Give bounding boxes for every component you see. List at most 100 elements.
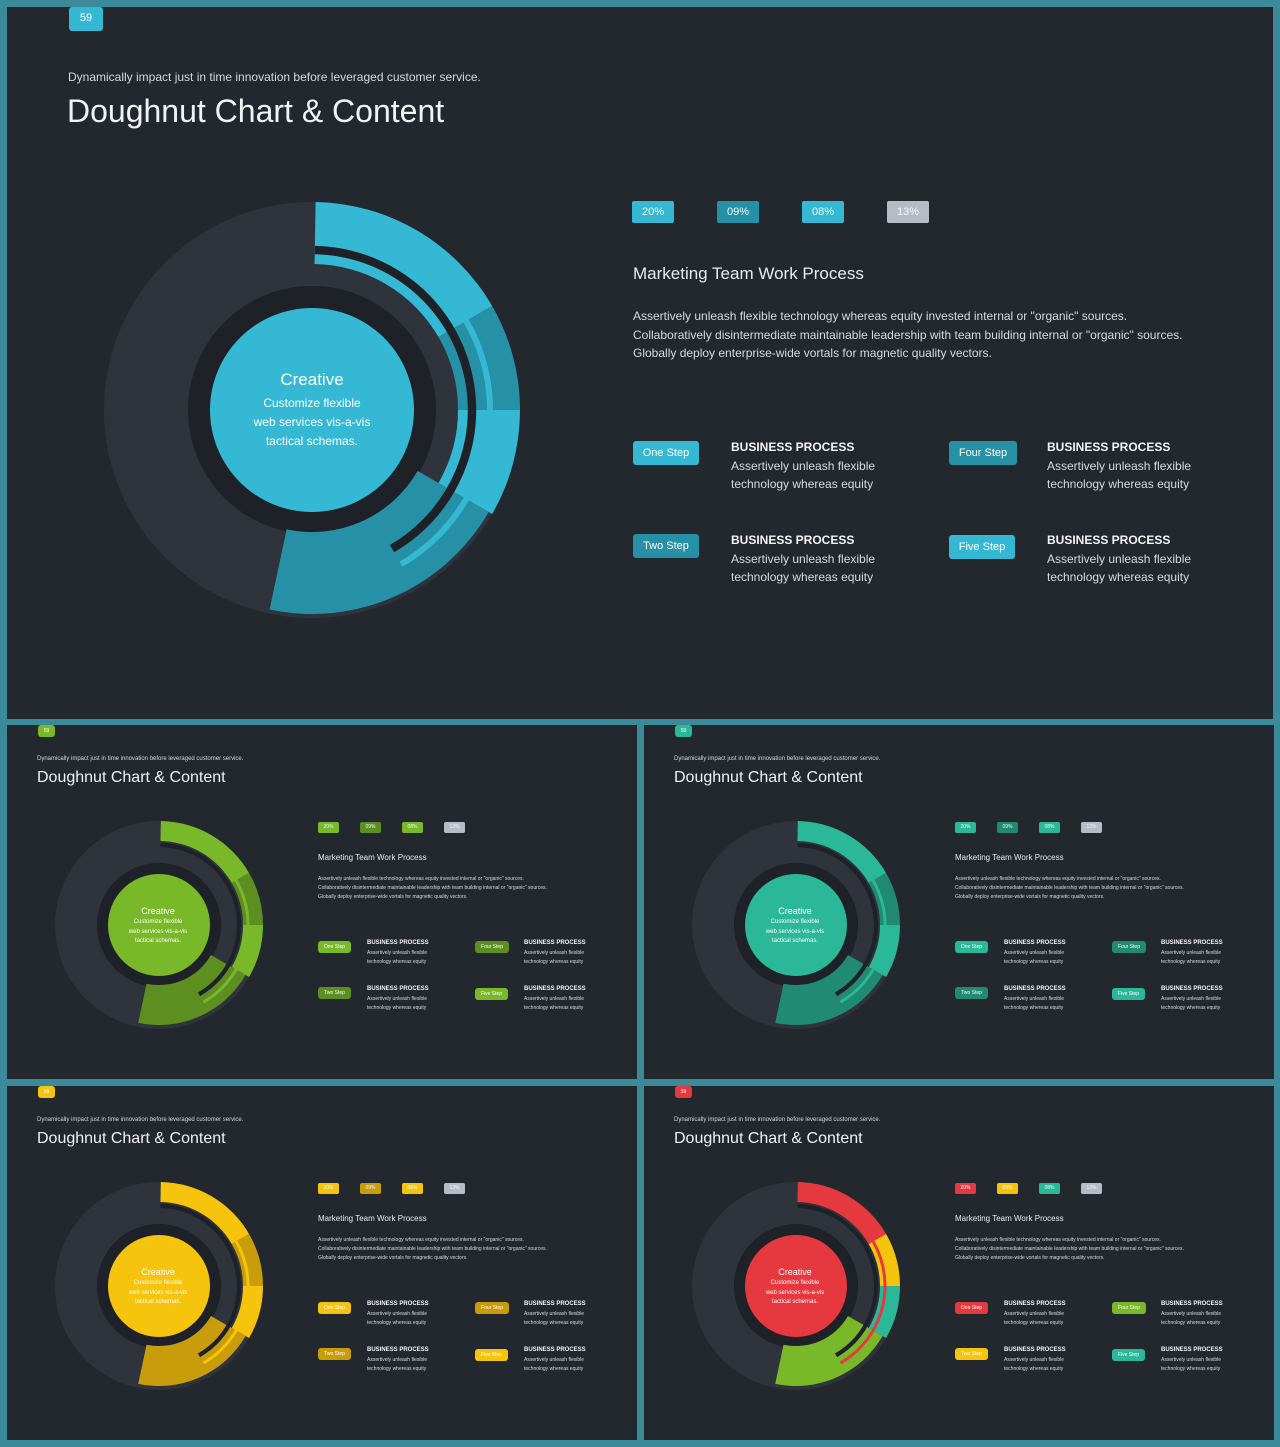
step-title-five: BUSINESS PROCESS [524, 986, 586, 992]
paragraph-line-3: Globally deploy enterprise-wide vortals … [955, 1255, 1105, 1261]
doughnut-center-circle [108, 874, 210, 976]
center-line-2: web services vis-a-vis [128, 929, 188, 935]
step-title-one: BUSINESS PROCESS [731, 440, 855, 454]
center-line-2: web services vis-a-vis [765, 929, 825, 935]
step-desc-one-2: technology whereas equity [367, 959, 427, 965]
paragraph-line-2: Collaboratively disintermediate maintain… [955, 1246, 1184, 1252]
step-desc-one-2: technology whereas equity [367, 1320, 427, 1326]
center-title: Creative [141, 1267, 175, 1277]
doughnut-slice-4 [138, 955, 246, 1025]
step-button-one[interactable]: One Step [955, 941, 988, 953]
center-line-3: tactical schemas. [771, 1299, 819, 1305]
step-desc-five-1: Assertively unleash flexible [1161, 996, 1222, 1002]
slide-title: Doughnut Chart & Content [37, 769, 226, 786]
step-button-four[interactable]: Four Step [475, 941, 509, 953]
percent-badge-1: 20% [318, 1183, 339, 1194]
percent-badge-4: 13% [887, 201, 929, 223]
step-title-four: BUSINESS PROCESS [1161, 1301, 1223, 1307]
step-desc-five-1: Assertively unleash flexible [1161, 1357, 1222, 1363]
doughnut-accent-arc [800, 1195, 887, 1365]
step-button-four[interactable]: Four Step [475, 1302, 509, 1314]
step-button-five[interactable]: Five Step [949, 535, 1015, 559]
doughnut-center-circle [210, 308, 414, 512]
center-line-1: Customize flexible [770, 1280, 820, 1286]
section-heading: Marketing Team Work Process [318, 1214, 427, 1223]
step-desc-four-1: Assertively unleash flexible [524, 950, 585, 956]
thumbnail-slide-red[interactable]: 59 Dynamically impact just in time innov… [644, 1086, 1274, 1440]
step-title-four: BUSINESS PROCESS [1047, 440, 1171, 454]
percent-badge-2: 09% [717, 201, 759, 223]
step-desc-five-2: technology whereas equity [1047, 570, 1190, 584]
step-desc-two-2: technology whereas equity [367, 1366, 427, 1372]
step-button-five[interactable]: Five Step [1112, 1349, 1145, 1361]
section-heading: Marketing Team Work Process [955, 853, 1064, 862]
slide-subtitle: Dynamically impact just in time innovati… [674, 1117, 881, 1123]
step-button-one[interactable]: One Step [318, 1302, 351, 1314]
center-line-1: Customize flexible [133, 1280, 183, 1286]
doughnut-slice-4 [138, 1316, 246, 1386]
step-desc-five-1: Assertively unleash flexible [524, 1357, 585, 1363]
doughnut-center-circle [745, 874, 847, 976]
percent-badge-4: 13% [444, 1183, 465, 1194]
step-button-four[interactable]: Four Step [949, 441, 1017, 465]
step-button-one[interactable]: One Step [955, 1302, 988, 1314]
slide-title: Doughnut Chart & Content [674, 1130, 863, 1147]
step-button-two[interactable]: Two Step [955, 987, 988, 999]
doughnut-chart [55, 1182, 263, 1390]
percent-badge-4: 13% [1081, 1183, 1102, 1194]
slide-subtitle: Dynamically impact just in time innovati… [37, 756, 244, 762]
step-button-one[interactable]: One Step [633, 441, 699, 465]
step-desc-two-2: technology whereas equity [1004, 1005, 1064, 1011]
thumbnail-slide-teal[interactable]: 59 Dynamically impact just in time innov… [644, 725, 1274, 1079]
center-line-3: tactical schemas. [265, 434, 359, 448]
step-button-two[interactable]: Two Step [955, 1348, 988, 1360]
section-heading: Marketing Team Work Process [955, 1214, 1064, 1223]
step-desc-two-2: technology whereas equity [1004, 1366, 1064, 1372]
paragraph-line-3: Globally deploy enterprise-wide vortals … [318, 1255, 468, 1261]
step-button-five[interactable]: Five Step [1112, 988, 1145, 1000]
section-heading: Marketing Team Work Process [633, 264, 864, 283]
doughnut-center-circle [108, 1235, 210, 1337]
thumbnail-slide-green[interactable]: 59 Dynamically impact just in time innov… [7, 725, 637, 1079]
percent-badge-2: 09% [997, 822, 1018, 833]
center-line-3: tactical schemas. [134, 1299, 182, 1305]
step-button-one[interactable]: One Step [318, 941, 351, 953]
doughnut-gap-arc [797, 842, 879, 997]
doughnut-gap-arc [160, 842, 242, 997]
doughnut-slice-4 [775, 1316, 883, 1386]
step-desc-two-1: Assertively unleash flexible [367, 996, 428, 1002]
step-button-two[interactable]: Two Step [318, 1348, 351, 1360]
step-desc-four-1: Assertively unleash flexible [524, 1311, 585, 1317]
section-heading: Marketing Team Work Process [318, 853, 427, 862]
percent-badge-3: 08% [1039, 1183, 1060, 1194]
page-number: 59 [38, 1086, 55, 1098]
paragraph-line-1: Assertively unleash flexible technology … [955, 876, 1161, 882]
center-line-2: web services vis-a-vis [765, 1290, 825, 1296]
page-number: 59 [675, 1086, 692, 1098]
percent-badge-1: 20% [955, 822, 976, 833]
step-desc-four-2: technology whereas equity [524, 959, 584, 965]
doughnut-chart [692, 821, 900, 1029]
center-line-2: web services vis-a-vis [128, 1290, 188, 1296]
step-desc-two-2: technology whereas equity [731, 570, 874, 584]
step-title-one: BUSINESS PROCESS [1004, 940, 1066, 946]
step-button-four[interactable]: Four Step [1112, 1302, 1146, 1314]
step-button-four[interactable]: Four Step [1112, 941, 1146, 953]
center-title: Creative [778, 906, 812, 916]
paragraph-line-3: Globally deploy enterprise-wide vortals … [633, 346, 992, 360]
doughnut-gap-arc [797, 1203, 879, 1358]
step-button-two[interactable]: Two Step [633, 534, 699, 558]
step-desc-two-1: Assertively unleash flexible [367, 1357, 428, 1363]
step-desc-four-2: technology whereas equity [1161, 959, 1221, 965]
step-title-one: BUSINESS PROCESS [367, 1301, 429, 1307]
slide-subtitle: Dynamically impact just in time innovati… [674, 756, 881, 762]
step-desc-four-1: Assertively unleash flexible [1047, 459, 1192, 473]
step-button-five[interactable]: Five Step [475, 988, 508, 1000]
step-button-five[interactable]: Five Step [475, 1349, 508, 1361]
doughnut-accent-arc [321, 229, 493, 567]
percent-badge-2: 09% [360, 1183, 381, 1194]
doughnut-chart [692, 1182, 900, 1390]
thumbnail-slide-yellow[interactable]: 59 Dynamically impact just in time innov… [7, 1086, 637, 1440]
step-desc-four-2: technology whereas equity [1047, 477, 1190, 491]
step-button-two[interactable]: Two Step [318, 987, 351, 999]
